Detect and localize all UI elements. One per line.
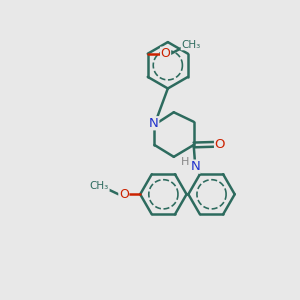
Text: H: H (181, 157, 189, 166)
Text: N: N (149, 117, 159, 130)
Text: CH₃: CH₃ (90, 181, 109, 191)
Text: O: O (119, 188, 129, 201)
Text: O: O (214, 138, 225, 151)
Text: N: N (190, 160, 200, 173)
Text: O: O (161, 47, 170, 60)
Text: CH₃: CH₃ (181, 40, 200, 50)
